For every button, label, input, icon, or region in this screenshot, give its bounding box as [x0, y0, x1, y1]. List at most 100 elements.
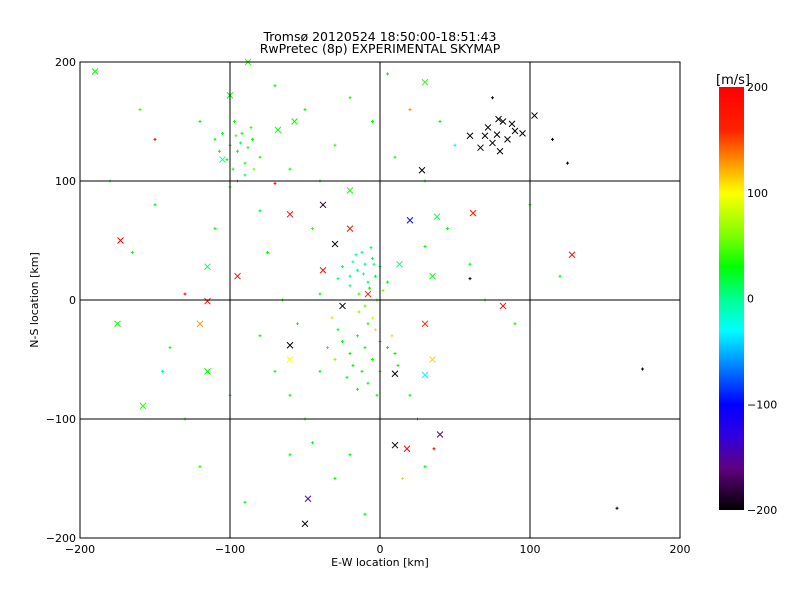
data-point — [243, 173, 247, 177]
data-point — [531, 112, 538, 119]
data-point — [363, 512, 367, 516]
data-point — [351, 363, 355, 367]
data-point — [258, 155, 262, 159]
data-point — [362, 272, 365, 276]
data-point — [301, 520, 309, 528]
data-point — [396, 260, 403, 268]
data-point — [421, 320, 429, 328]
colorbar-tick-label: 0 — [747, 293, 754, 306]
data-point — [386, 346, 389, 350]
data-point — [496, 147, 504, 155]
data-point — [499, 302, 507, 310]
data-point — [273, 181, 277, 185]
data-point — [372, 262, 376, 266]
data-point — [489, 139, 496, 147]
data-point — [551, 137, 554, 141]
data-point — [153, 203, 157, 207]
data-point — [345, 375, 349, 379]
data-point — [348, 284, 352, 288]
data-point — [336, 277, 340, 281]
data-point — [196, 320, 204, 328]
chart-subtitle: RwPretec (8p) EXPERIMENTAL SKYMAP — [260, 41, 501, 56]
colorbar-tick-label: −200 — [747, 504, 777, 517]
data-point — [381, 288, 385, 292]
data-point — [286, 356, 294, 363]
x-tick-label: −100 — [215, 543, 245, 556]
data-point — [403, 445, 411, 453]
data-point — [371, 316, 374, 320]
data-point — [346, 187, 354, 194]
data-point — [204, 263, 211, 271]
data-point — [495, 115, 502, 123]
data-point — [386, 72, 389, 76]
data-point — [641, 367, 644, 371]
scatter-points — [91, 58, 644, 528]
data-point — [318, 292, 322, 296]
chart-title: Tromsø 20120524 18:50:00-18:51:43 — [262, 29, 496, 44]
data-point — [139, 402, 147, 410]
data-point — [371, 358, 374, 361]
colorbar — [719, 87, 744, 510]
data-point — [236, 149, 239, 153]
x-tick-label: 200 — [670, 543, 691, 556]
data-point — [114, 320, 121, 328]
data-point — [319, 201, 327, 209]
data-point — [346, 225, 354, 232]
data-point — [138, 108, 142, 112]
data-point — [429, 272, 436, 280]
y-tick-label: 200 — [55, 56, 76, 69]
data-point — [438, 120, 442, 123]
data-point — [333, 358, 337, 361]
data-point — [360, 250, 364, 254]
colorbar-tick-label: 100 — [747, 187, 768, 200]
x-tick-labels: −200 −100 0 100 200 — [65, 543, 691, 556]
data-point — [243, 161, 247, 165]
data-point — [615, 506, 619, 510]
data-point — [429, 356, 436, 363]
data-point — [341, 265, 344, 269]
data-point — [446, 227, 449, 231]
data-point — [239, 141, 242, 145]
data-point — [406, 216, 414, 224]
data-point — [273, 84, 277, 88]
data-point — [511, 127, 519, 135]
data-point — [375, 393, 379, 397]
x-tick-label: 0 — [377, 543, 384, 556]
data-point — [468, 262, 472, 266]
data-point — [408, 393, 412, 397]
data-point — [319, 266, 327, 274]
data-point — [333, 143, 337, 147]
data-point — [357, 310, 361, 314]
colorbar-tick-label: −100 — [747, 398, 777, 411]
data-point — [558, 274, 562, 278]
data-point — [161, 369, 164, 373]
data-point — [168, 346, 172, 350]
data-point — [386, 280, 389, 284]
y-axis-label: N-S location [km] — [28, 252, 41, 348]
data-point — [288, 453, 292, 457]
data-point — [339, 302, 346, 310]
data-point — [91, 68, 99, 75]
data-point — [484, 124, 492, 131]
data-point — [566, 161, 569, 165]
data-point — [356, 334, 359, 338]
data-point — [311, 441, 314, 445]
data-point — [246, 146, 250, 150]
data-point — [326, 346, 329, 350]
data-point — [453, 143, 457, 147]
data-point — [296, 322, 299, 326]
data-point — [218, 149, 221, 153]
data-point — [258, 334, 262, 338]
data-point — [369, 246, 373, 250]
data-point — [291, 118, 298, 125]
data-point — [421, 371, 429, 379]
data-point — [423, 465, 427, 469]
colorbar-tick-label: 200 — [747, 81, 768, 94]
data-point — [499, 118, 507, 125]
data-point — [391, 441, 399, 449]
data-point — [213, 137, 217, 141]
data-point — [354, 253, 358, 257]
data-point — [331, 240, 339, 248]
data-point — [418, 166, 426, 174]
